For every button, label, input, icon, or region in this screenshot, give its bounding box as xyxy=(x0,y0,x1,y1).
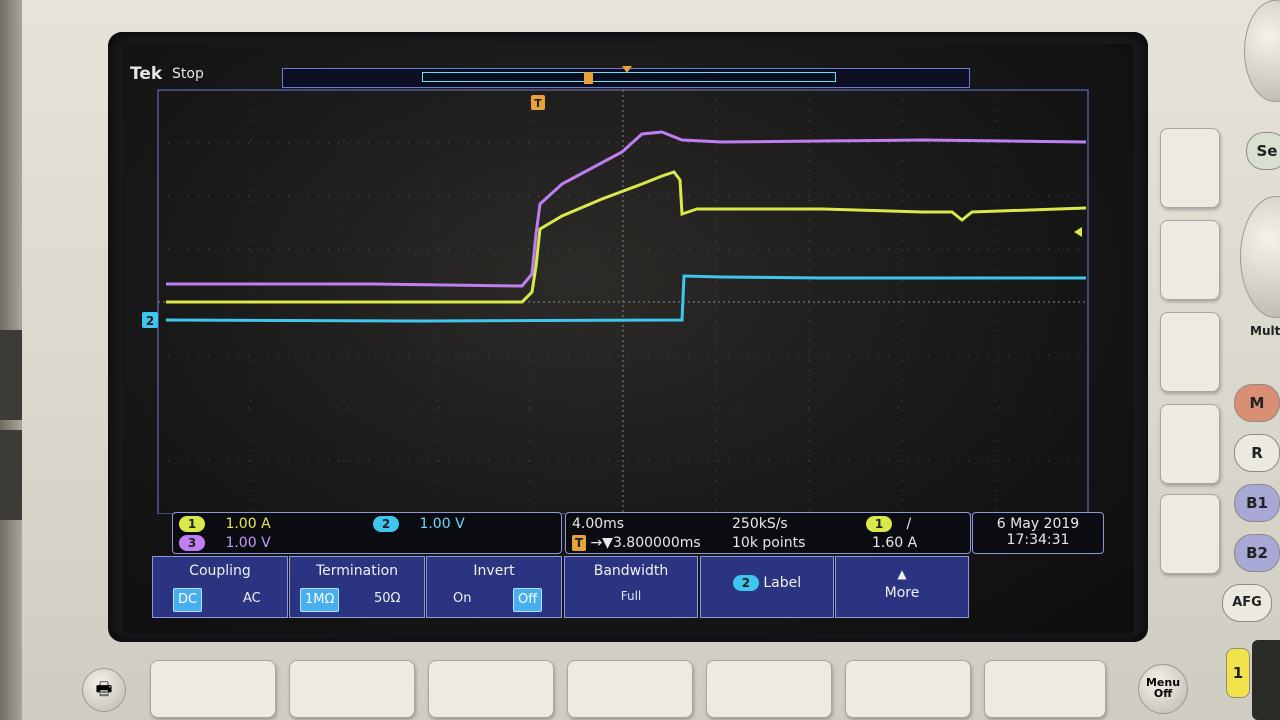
more-menu[interactable]: ▲ More xyxy=(835,556,969,618)
bus1-button[interactable]: B1 xyxy=(1234,484,1280,522)
timebase-readout-panel[interactable]: 4.00ms 250kS/s T →▼3.800000ms 10k points… xyxy=(565,512,971,554)
coupling-ac-option[interactable]: AC xyxy=(243,591,261,606)
trigger-level: 1.60 A xyxy=(872,535,918,551)
trigger-position: 3.800000ms xyxy=(612,535,701,551)
bandwidth-value: Full xyxy=(620,589,642,603)
trigger-position-icon xyxy=(622,66,632,73)
left-port xyxy=(0,330,22,420)
side-button-1[interactable] xyxy=(1160,128,1220,208)
menu-off-label: Menu Off xyxy=(1145,676,1181,700)
scope-screen: Tek Stop T 2 1 1.00 A 2 1.00 V 3 1.00 V xyxy=(122,44,1134,634)
side-button-2[interactable] xyxy=(1160,220,1220,300)
trigger-position-marker xyxy=(531,95,545,110)
time: 17:34:31 xyxy=(1006,532,1070,548)
up-arrow-icon: ▲ xyxy=(897,567,907,581)
ch2-waveform xyxy=(165,274,1086,323)
label-menu[interactable]: 2 Label xyxy=(700,556,834,618)
channel-2-ground-marker xyxy=(142,312,158,328)
ch1-scale: 1.00 A xyxy=(225,516,271,532)
bottom-button-3[interactable] xyxy=(428,660,554,718)
brand-logo: Tek xyxy=(130,64,163,84)
termination-1m-option[interactable]: 1MΩ xyxy=(300,588,340,612)
ground-marker-label: 2 xyxy=(146,314,154,328)
trigger-marker-label: T xyxy=(534,97,542,110)
channel-readout-panel[interactable]: 1 1.00 A 2 1.00 V 3 1.00 V xyxy=(172,512,562,554)
record-trigger-marker xyxy=(584,72,593,84)
trigger-position-icon: T xyxy=(572,535,586,551)
bnc-connector xyxy=(1252,640,1280,720)
multipurpose-label: Mult xyxy=(1250,324,1280,338)
bottom-button-6[interactable] xyxy=(845,660,971,718)
bandwidth-label: Bandwidth xyxy=(593,563,669,579)
label-menu-text: Label xyxy=(763,575,802,591)
termination-50-option[interactable]: 50Ω xyxy=(374,591,401,606)
more-label: More xyxy=(884,585,920,601)
side-button-3[interactable] xyxy=(1160,312,1220,392)
invert-menu[interactable]: Invert On Off xyxy=(426,556,562,618)
math-button[interactable]: M xyxy=(1234,384,1280,422)
ref-button[interactable]: R xyxy=(1234,434,1280,472)
invert-on-option[interactable]: On xyxy=(453,591,472,606)
record-length: 10k points xyxy=(732,535,806,551)
ch3-scale: 1.00 V xyxy=(225,535,271,551)
termination-label: Termination xyxy=(315,563,399,579)
bottom-button-5[interactable] xyxy=(706,660,832,718)
bottom-button-2[interactable] xyxy=(289,660,415,718)
ch2-scale: 1.00 V xyxy=(419,516,465,532)
coupling-label: Coupling xyxy=(189,563,251,579)
ch3-badge: 3 xyxy=(179,535,205,551)
run-state: Stop xyxy=(172,66,204,82)
side-button-4[interactable] xyxy=(1160,404,1220,484)
label-channel-badge: 2 xyxy=(732,575,759,591)
waveform-display: T 2 xyxy=(142,89,1089,514)
invert-off-option[interactable]: Off xyxy=(513,588,543,612)
trigger-level-arrow xyxy=(1074,227,1082,237)
ch1-badge: 1 xyxy=(179,516,205,532)
bandwidth-menu[interactable]: Bandwidth Full xyxy=(564,556,698,618)
side-button-5[interactable] xyxy=(1160,494,1220,574)
termination-menu[interactable]: Termination 1MΩ 50Ω xyxy=(289,556,425,618)
menu-off-button[interactable]: Menu Off xyxy=(1138,664,1188,714)
trigger-source-badge: 1 xyxy=(866,516,892,532)
trigger-arrow-icon: →▼ xyxy=(590,535,613,551)
sample-rate: 250kS/s xyxy=(732,516,788,532)
ch3-waveform xyxy=(166,130,1087,288)
bottom-button-7[interactable] xyxy=(984,660,1106,718)
bottom-button-1[interactable] xyxy=(150,660,276,718)
bottom-button-4[interactable] xyxy=(567,660,693,718)
channel-1-button[interactable]: 1 xyxy=(1226,648,1250,698)
coupling-menu[interactable]: Coupling DC AC xyxy=(152,556,288,618)
left-edge xyxy=(0,0,22,720)
ch2-badge: 2 xyxy=(373,516,399,532)
coupling-dc-option[interactable]: DC xyxy=(173,588,203,612)
trigger-slope-icon: / xyxy=(906,516,912,532)
date: 6 May 2019 xyxy=(996,516,1080,532)
bus2-button[interactable]: B2 xyxy=(1234,534,1280,572)
left-port xyxy=(0,430,22,520)
datetime-panel: 6 May 2019 17:34:31 xyxy=(972,512,1104,554)
invert-label: Invert xyxy=(473,563,515,579)
select-button[interactable]: Se xyxy=(1246,132,1280,170)
afg-button[interactable]: AFG xyxy=(1222,584,1272,622)
time-scale: 4.00ms xyxy=(572,516,625,532)
ch1-waveform xyxy=(166,170,1087,304)
printer-icon[interactable]: 🖶 xyxy=(82,668,126,712)
